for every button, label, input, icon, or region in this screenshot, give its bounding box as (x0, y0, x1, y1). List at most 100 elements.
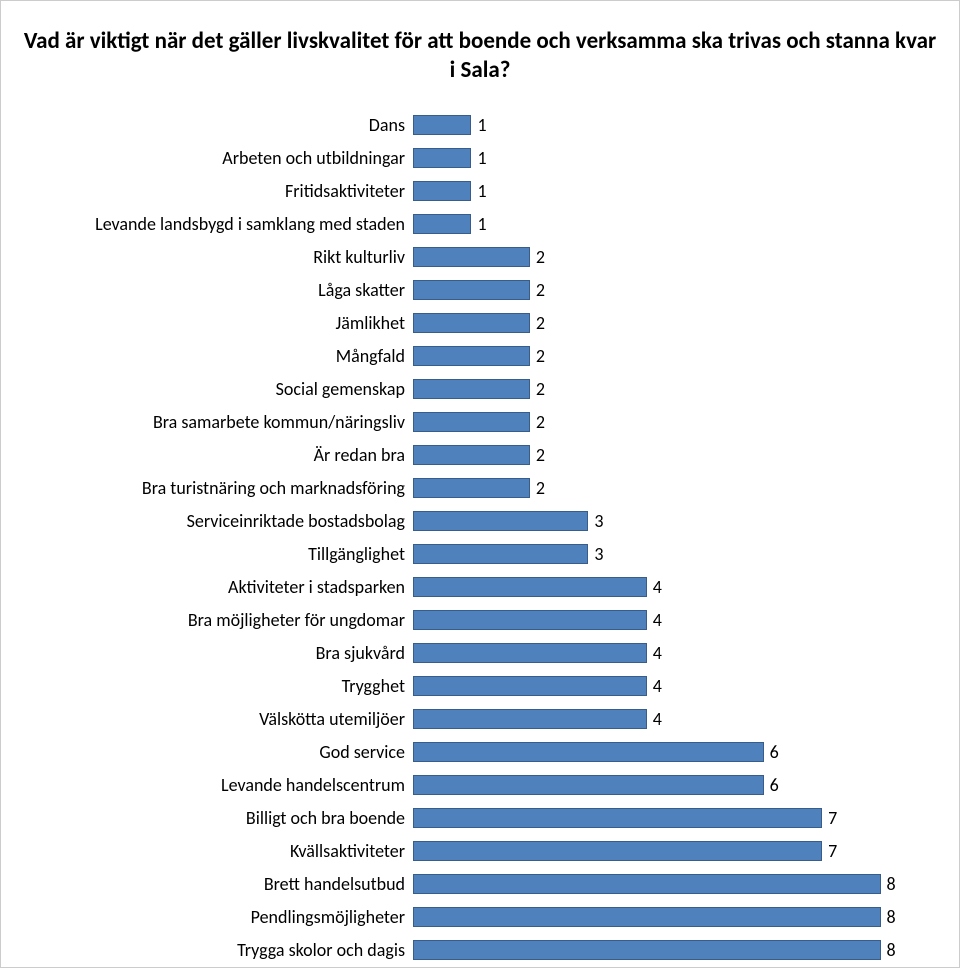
chart-row: Arbeten och utbildningar 1 (21, 142, 939, 175)
bar-area: 2 (413, 472, 939, 505)
bar-area: 4 (413, 637, 939, 670)
bar-area: 3 (413, 538, 939, 571)
bar (413, 412, 530, 432)
chart-row: Fritidsaktiviteter 1 (21, 175, 939, 208)
value-label: 2 (536, 444, 545, 466)
chart-row: Bra sjukvård4 (21, 637, 939, 670)
chart-row: Billigt och bra boende 7 (21, 802, 939, 835)
category-label: Trygghet (21, 675, 413, 697)
bar (413, 445, 530, 465)
value-label: 2 (536, 312, 545, 334)
bar (413, 214, 471, 234)
bar (413, 742, 764, 762)
chart-row: Mångfald2 (21, 340, 939, 373)
bar-area: 7 (413, 802, 939, 835)
category-label: Arbeten och utbildningar (21, 147, 413, 169)
chart-row: Trygga skolor och dagis8 (21, 934, 939, 967)
category-label: Bra samarbete kommun/näringsliv (21, 411, 413, 433)
bar-area: 2 (413, 274, 939, 307)
chart-frame: { "chart": { "type": "bar-horizontal", "… (0, 0, 960, 968)
chart-row: Kvällsaktiviteter7 (21, 835, 939, 868)
chart-row: Levande landsbygd i samklang med staden1 (21, 208, 939, 241)
value-label: 4 (653, 642, 662, 664)
bar-area: 7 (413, 835, 939, 868)
bar-area: 2 (413, 406, 939, 439)
bar-area: 1 (413, 142, 939, 175)
bar-area: 6 (413, 769, 939, 802)
category-label: Är redan bra (21, 444, 413, 466)
bar (413, 610, 647, 630)
bar (413, 280, 530, 300)
value-label: 4 (653, 675, 662, 697)
value-label: 4 (653, 609, 662, 631)
category-label: Levande handelscentrum (21, 774, 413, 796)
value-label: 2 (536, 279, 545, 301)
bar (413, 544, 588, 564)
value-label: 2 (536, 411, 545, 433)
chart-body: Dans1Arbeten och utbildningar1Fritidsakt… (21, 109, 939, 967)
category-label: Brett handelsutbud (21, 873, 413, 895)
bar (413, 115, 471, 135)
bar-area: 2 (413, 340, 939, 373)
chart-row: Bra möjligheter för ungdomar4 (21, 604, 939, 637)
bar (413, 940, 881, 960)
category-label: God service (21, 741, 413, 763)
bar (413, 841, 822, 861)
value-label: 2 (536, 246, 545, 268)
category-label: Social gemenskap (21, 378, 413, 400)
category-label: Aktiviteter i stadsparken (21, 576, 413, 598)
bar (413, 709, 647, 729)
chart-row: Jämlikhet 2 (21, 307, 939, 340)
chart-title: Vad är viktigt när det gäller livskvalit… (21, 27, 939, 85)
bar-area: 8 (413, 901, 939, 934)
bar-area: 1 (413, 109, 939, 142)
bar-area: 8 (413, 934, 939, 967)
bar-area: 4 (413, 670, 939, 703)
value-label: 1 (477, 147, 486, 169)
chart-row: Brett handelsutbud 8 (21, 868, 939, 901)
value-label: 7 (828, 807, 837, 829)
category-label: Kvällsaktiviteter (21, 840, 413, 862)
chart-row: Aktiviteter i stadsparken4 (21, 571, 939, 604)
category-label: Tillgänglighet (21, 543, 413, 565)
chart-row: Låga skatter2 (21, 274, 939, 307)
bar-area: 4 (413, 571, 939, 604)
bar (413, 775, 764, 795)
bar-area: 1 (413, 208, 939, 241)
value-label: 1 (477, 180, 486, 202)
category-label: Välskötta utemiljöer (21, 708, 413, 730)
bar-area: 4 (413, 703, 939, 736)
bar (413, 148, 471, 168)
value-label: 6 (770, 741, 779, 763)
chart-row: God service 6 (21, 736, 939, 769)
category-label: Jämlikhet (21, 312, 413, 334)
bar (413, 907, 881, 927)
chart-row: Serviceinriktade bostadsbolag3 (21, 505, 939, 538)
bar (413, 874, 881, 894)
value-label: 8 (887, 906, 896, 928)
bar (413, 808, 822, 828)
value-label: 2 (536, 477, 545, 499)
chart-row: Bra samarbete kommun/näringsliv 2 (21, 406, 939, 439)
category-label: Billigt och bra boende (21, 807, 413, 829)
bar-area: 8 (413, 868, 939, 901)
value-label: 1 (477, 213, 486, 235)
bar-area: 2 (413, 307, 939, 340)
bar (413, 511, 588, 531)
bar (413, 577, 647, 597)
category-label: Dans (21, 114, 413, 136)
bar-area: 2 (413, 439, 939, 472)
bar-area: 3 (413, 505, 939, 538)
chart-row: Levande handelscentrum 6 (21, 769, 939, 802)
value-label: 8 (887, 939, 896, 961)
value-label: 6 (770, 774, 779, 796)
value-label: 4 (653, 708, 662, 730)
category-label: Serviceinriktade bostadsbolag (21, 510, 413, 532)
value-label: 3 (594, 543, 603, 565)
bar (413, 313, 530, 333)
bar-area: 1 (413, 175, 939, 208)
chart-row: Social gemenskap2 (21, 373, 939, 406)
value-label: 8 (887, 873, 896, 895)
category-label: Fritidsaktiviteter (21, 180, 413, 202)
chart-row: Rikt kulturliv2 (21, 241, 939, 274)
